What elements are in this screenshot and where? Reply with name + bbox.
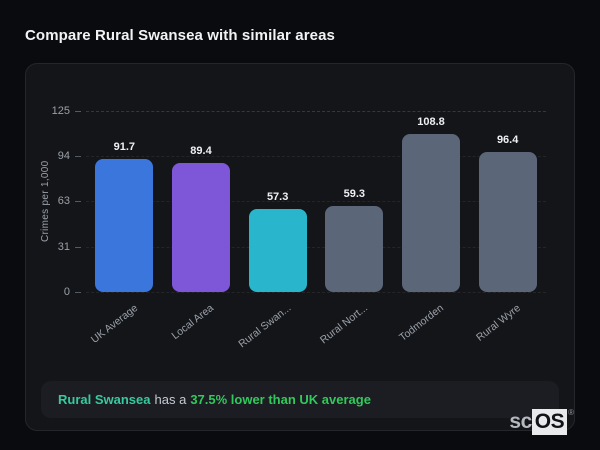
bar-value-label: 57.3 xyxy=(266,191,289,204)
gridline xyxy=(86,292,546,293)
registered-trademark-icon: ® xyxy=(568,408,574,417)
bar-local-area[interactable] xyxy=(172,162,230,292)
x-axis-label: Rural Swan... xyxy=(236,302,294,351)
gridline xyxy=(86,111,546,112)
y-tick-label: 94 xyxy=(57,149,70,162)
y-tick-mark xyxy=(75,155,81,157)
y-tick-mark xyxy=(75,247,81,249)
bar-value-label: 108.8 xyxy=(417,116,445,129)
bar-rural-wyre[interactable] xyxy=(478,152,537,292)
comparison-note: Rural Swansea has a 37.5% lower than UK … xyxy=(41,381,559,418)
page-title: Compare Rural Swansea with similar areas xyxy=(25,27,335,44)
bar-value-label: 91.7 xyxy=(113,141,136,154)
bar-value-label: 96.4 xyxy=(496,134,519,147)
bar-todmorden[interactable] xyxy=(402,134,460,292)
x-axis-label: Todmorden xyxy=(397,302,447,344)
y-tick-label: 31 xyxy=(57,241,70,254)
x-axis-label: UK Average xyxy=(88,302,140,346)
bar-rural-swan[interactable] xyxy=(248,209,307,292)
gridline xyxy=(86,247,546,249)
gridline xyxy=(86,155,546,157)
bar-value-label: 89.4 xyxy=(190,144,212,157)
y-axis: 0 31 63 94 125 xyxy=(26,105,86,298)
x-axis-label: Local Area xyxy=(169,302,217,343)
y-tick-mark xyxy=(75,111,81,112)
plot-area: 91.7 UK Average 89.4 Local Area 57.3 Rural Sw… xyxy=(86,111,546,350)
bar-rural-nort[interactable] xyxy=(325,206,384,292)
bar-value-label: 59.3 xyxy=(343,188,366,201)
y-tick-label: 63 xyxy=(57,194,70,207)
y-tick-mark xyxy=(75,292,81,293)
y-tick-label: 125 xyxy=(51,105,70,117)
x-axis-label: Rural Wyre xyxy=(474,302,524,344)
gridline xyxy=(86,200,546,202)
x-axis-label: Rural Nort... xyxy=(317,302,370,347)
scos-logo: sc OS ® xyxy=(509,408,574,435)
note-connector-text: has a xyxy=(154,392,187,407)
note-stat-text: 37.5% lower than UK average xyxy=(190,392,371,407)
chart-card: Crimes per 1,000 0 31 63 94 125 91.7 UK Avera… xyxy=(25,63,575,431)
note-area-name: Rural Swansea xyxy=(58,392,151,407)
y-tick-mark xyxy=(75,200,81,202)
bar-uk-average[interactable] xyxy=(95,159,154,292)
y-tick-label: 0 xyxy=(63,286,70,298)
scos-logo-prefix: sc xyxy=(509,410,532,433)
scos-logo-suffix: OS xyxy=(531,409,568,435)
